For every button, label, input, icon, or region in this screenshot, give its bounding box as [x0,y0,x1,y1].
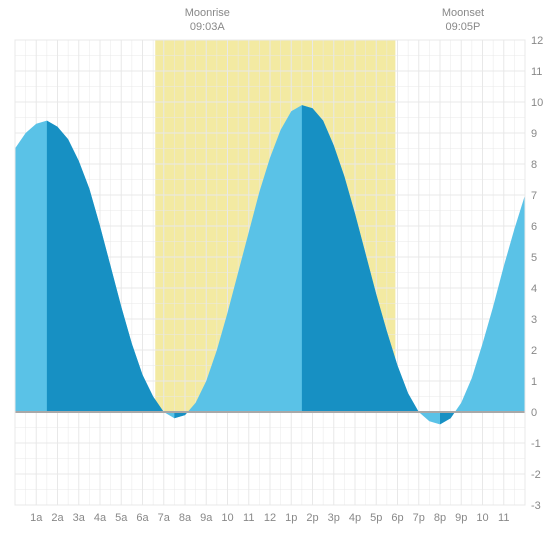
chart-plot: -3-2-101234567891011121a2a3a4a5a6a7a8a9a… [0,0,550,550]
x-tick-label: 9a [200,512,213,524]
x-tick-label: 6a [136,512,149,524]
x-tick-label: 2a [51,512,64,524]
x-tick-label: 5a [115,512,128,524]
x-tick-label: 1a [30,512,43,524]
y-tick-label: -2 [531,469,541,481]
y-tick-label: 1 [531,376,537,388]
y-tick-label: -1 [531,438,541,450]
y-tick-label: 11 [531,66,542,78]
moonrise-header-label: Moonrise [167,6,247,20]
x-tick-label: 8a [179,512,192,524]
x-tick-label: 7a [158,512,171,524]
y-tick-label: -3 [531,500,541,512]
x-tick-label: 3a [73,512,86,524]
x-tick-label: 5p [370,512,382,524]
y-tick-label: 2 [531,345,537,357]
x-tick-label: 11 [243,512,254,524]
moonrise-header: Moonrise09:03A [167,6,247,35]
x-tick-label: 7p [413,512,425,524]
y-tick-label: 8 [531,159,537,171]
moonset-header-label: Moonset [423,6,503,20]
y-tick-label: 12 [531,35,543,47]
x-tick-label: 4p [349,512,361,524]
moonset-header: Moonset09:05P [423,6,503,35]
x-tick-label: 9p [455,512,467,524]
tide-chart: -3-2-101234567891011121a2a3a4a5a6a7a8a9a… [0,0,550,550]
moonrise-header-time: 09:03A [167,20,247,34]
x-tick-label: 3p [328,512,340,524]
x-tick-label: 2p [306,512,318,524]
y-tick-label: 3 [531,314,537,326]
y-tick-label: 9 [531,128,537,140]
x-tick-label: 12 [264,512,276,524]
y-tick-label: 5 [531,252,537,264]
x-tick-label: 10 [476,512,488,524]
x-tick-label: 8p [434,512,446,524]
y-tick-label: 7 [531,190,537,202]
x-tick-label: 10 [221,512,233,524]
x-tick-label: 4a [94,512,107,524]
y-tick-label: 4 [531,283,537,295]
moonset-header-time: 09:05P [423,20,503,34]
x-tick-label: 6p [391,512,403,524]
y-tick-label: 6 [531,221,537,233]
x-tick-label: 11 [498,512,509,524]
y-tick-label: 10 [531,97,543,109]
y-tick-label: 0 [531,407,537,419]
x-tick-label: 1p [285,512,297,524]
